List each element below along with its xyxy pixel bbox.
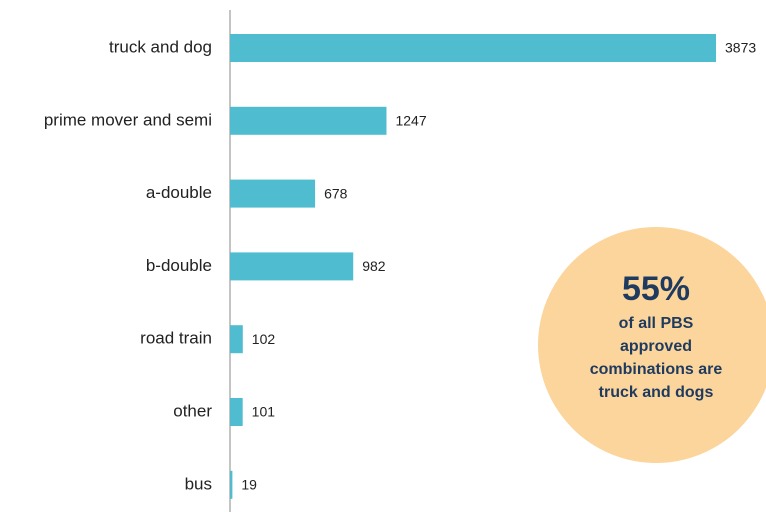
bar xyxy=(230,179,316,208)
value-label: 102 xyxy=(252,331,276,347)
annotation-text: truck and dogs xyxy=(599,384,714,401)
bar xyxy=(230,398,243,426)
bar xyxy=(230,34,716,62)
annotation-circle xyxy=(538,227,766,463)
y-tick-label: a-double xyxy=(146,183,212,202)
value-label: 982 xyxy=(362,258,386,274)
y-tick-label: truck and dog xyxy=(109,37,212,56)
value-label: 3873 xyxy=(725,40,756,56)
value-label: 678 xyxy=(324,185,348,201)
y-tick-label: bus xyxy=(185,474,212,493)
y-tick-label: prime mover and semi xyxy=(44,110,212,129)
value-label: 1247 xyxy=(395,113,426,129)
y-tick-label: other xyxy=(173,401,212,420)
annotation-text: approved xyxy=(620,338,692,355)
bar xyxy=(230,325,243,354)
y-tick-label: road train xyxy=(140,329,212,348)
annotation-text: of all PBS xyxy=(619,315,694,332)
bar xyxy=(230,470,233,499)
bar xyxy=(230,252,354,281)
annotation-headline: 55% xyxy=(622,270,690,308)
bar xyxy=(230,106,387,135)
annotation-text: combinations are xyxy=(590,361,723,378)
y-tick-label: b-double xyxy=(146,256,212,275)
value-label: 101 xyxy=(252,404,276,420)
value-label: 19 xyxy=(241,477,257,493)
